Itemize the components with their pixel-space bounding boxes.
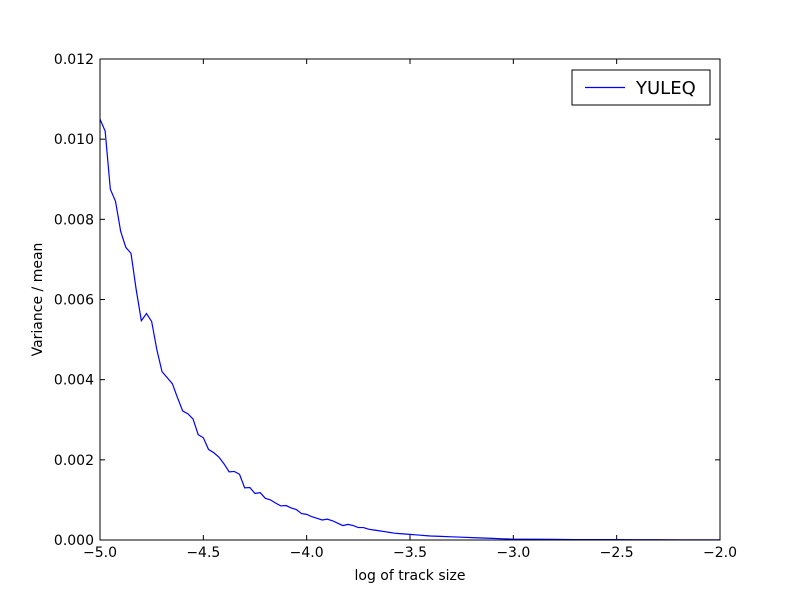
x-axis-ticks: −5.0 −4.5 −4.0 −3.5 −3.0 −2.5 −2.0: [83, 59, 737, 561]
y-tick-label: 0.010: [54, 132, 94, 148]
plot-frame: [99, 58, 721, 541]
legend: YULEQ: [571, 69, 711, 106]
x-tick-label: −2.0: [703, 545, 737, 561]
y-axis-ticks: 0.000 0.002 0.004 0.006 0.008 0.010 0.012: [54, 52, 720, 549]
x-tick-label: −4.5: [186, 545, 220, 561]
series-line-yuleq: [99, 118, 721, 541]
y-tick-label: 0.006: [54, 293, 94, 309]
y-tick-label: 0.000: [54, 533, 94, 549]
x-axis-label: log of track size: [355, 568, 466, 584]
y-tick-label: 0.012: [54, 52, 94, 68]
x-tick-label: −2.5: [600, 545, 634, 561]
x-tick-label: −3.0: [496, 545, 530, 561]
y-tick-label: 0.002: [54, 453, 94, 469]
y-axis-label: Variance / mean: [30, 243, 46, 357]
x-tick-label: −4.0: [290, 545, 324, 561]
y-tick-label: 0.008: [54, 212, 94, 228]
x-tick-label: −5.0: [83, 545, 117, 561]
legend-label-yuleq: YULEQ: [635, 78, 696, 99]
y-tick-label: 0.004: [54, 373, 94, 389]
series-layer: [99, 118, 721, 541]
x-tick-label: −3.5: [393, 545, 427, 561]
